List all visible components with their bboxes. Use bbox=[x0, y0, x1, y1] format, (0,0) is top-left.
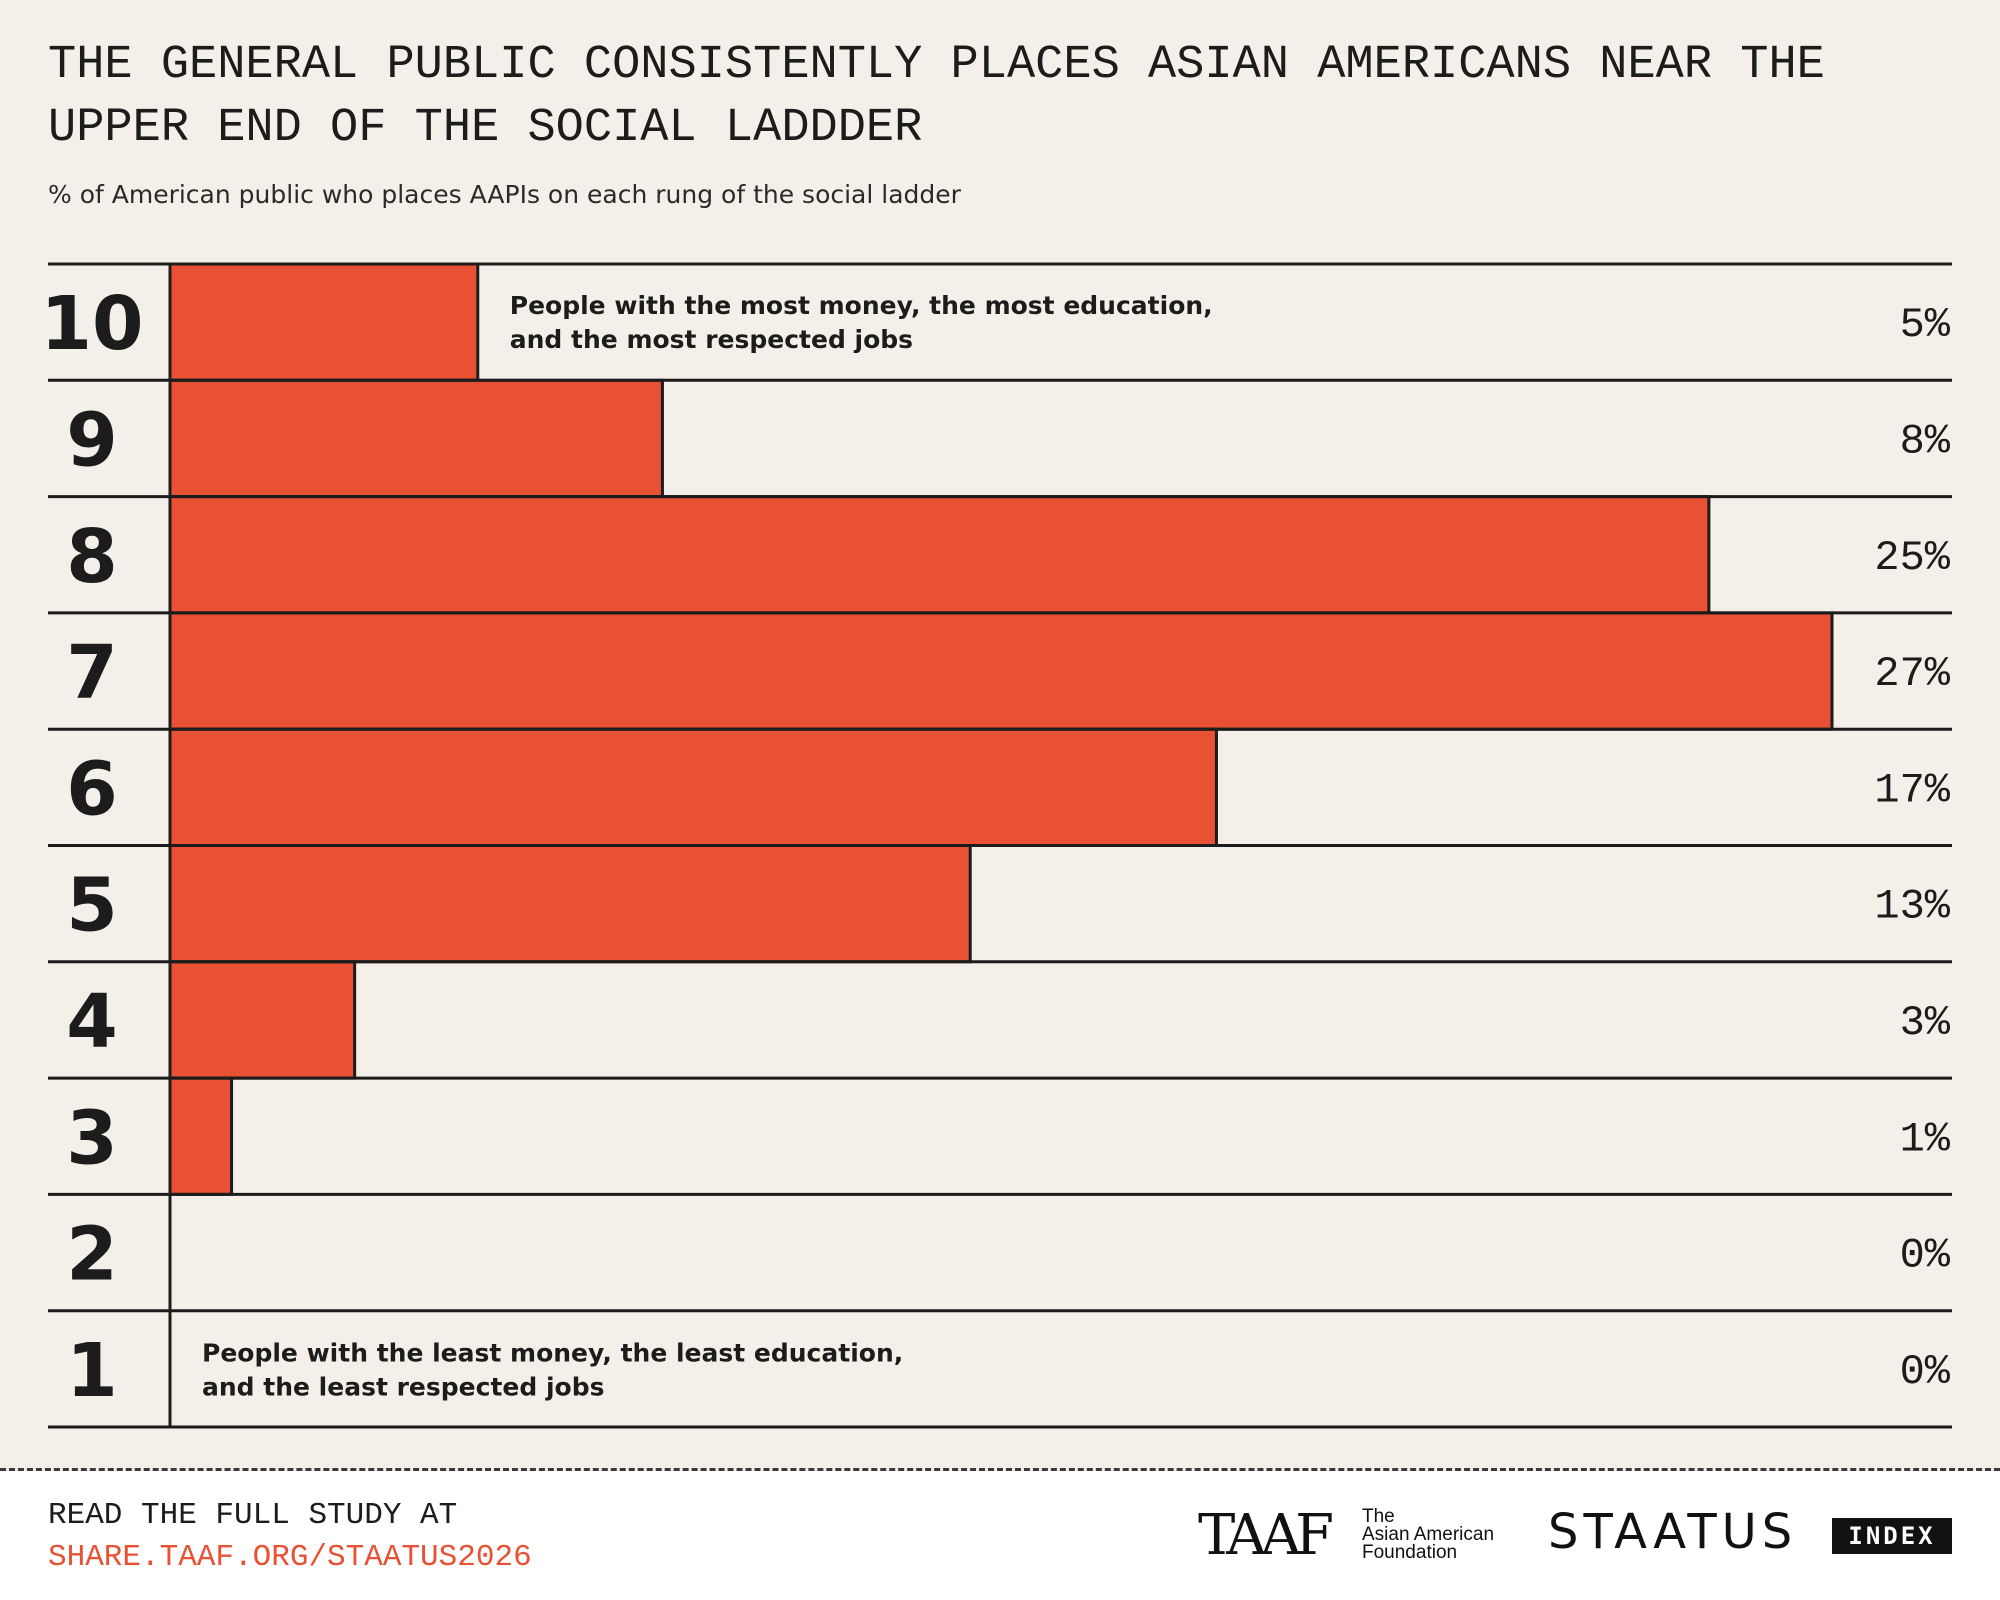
bottom-rung-annotation: and the least respected jobs bbox=[202, 1373, 604, 1402]
bar bbox=[168, 262, 480, 382]
taaf-name: The Asian American Foundation bbox=[1362, 1506, 1522, 1563]
footer-divider bbox=[0, 1468, 2000, 1471]
bar bbox=[168, 727, 1218, 848]
taaf-name-line3: Foundation bbox=[1362, 1542, 1458, 1563]
bar bbox=[168, 378, 664, 499]
ladder-bar-chart: 10 5% 9 8% 8 25% 7 27% 6 17% 5 13% 4 3% 3 1% 2 0% 1 0% Peopl… bbox=[41, 262, 1952, 1429]
value-label: 8% bbox=[1900, 417, 1951, 465]
rung-label: 4 bbox=[66, 979, 118, 1065]
bar bbox=[168, 611, 1834, 731]
bar bbox=[168, 960, 357, 1080]
value-label: 5% bbox=[1900, 301, 1951, 349]
chart-subtitle: % of American public who places AAPIs on… bbox=[48, 180, 961, 209]
value-label: 13% bbox=[1874, 883, 1950, 931]
rung-label: 3 bbox=[66, 1095, 118, 1181]
footer bbox=[0, 1471, 2000, 1600]
cta-text: READ THE FULL STUDY AT bbox=[48, 1498, 458, 1533]
value-label: 0% bbox=[1900, 1232, 1951, 1280]
bar bbox=[168, 1076, 234, 1196]
bottom-rung-annotation: People with the least money, the least e… bbox=[202, 1339, 903, 1368]
taaf-name-line1: The bbox=[1362, 1506, 1395, 1527]
top-rung-annotation: and the most respected jobs bbox=[510, 325, 913, 354]
value-label: 3% bbox=[1900, 999, 1951, 1047]
value-label: 1% bbox=[1900, 1115, 1951, 1163]
rung-label: 5 bbox=[66, 863, 118, 949]
rung-label: 8 bbox=[66, 514, 118, 600]
value-label: 25% bbox=[1874, 534, 1950, 582]
taaf-name-line2: Asian American bbox=[1362, 1524, 1495, 1545]
study-link[interactable]: SHARE.TAAF.ORG/STAATUS2026 bbox=[48, 1540, 532, 1575]
staatus-logo: STAATUS bbox=[1548, 1504, 1798, 1560]
value-label: 27% bbox=[1874, 650, 1950, 698]
rung-label: 1 bbox=[66, 1328, 118, 1414]
bar bbox=[168, 495, 1711, 615]
chart-title: THE GENERAL PUBLIC CONSISTENTLY PLACES A… bbox=[48, 39, 1825, 155]
top-rung-annotation: People with the most money, the most edu… bbox=[510, 291, 1213, 320]
bar bbox=[168, 844, 972, 964]
rung-label: 7 bbox=[66, 630, 118, 716]
index-badge: INDEX bbox=[1832, 1518, 1952, 1554]
value-label: 0% bbox=[1900, 1348, 1951, 1396]
rung-label: 2 bbox=[66, 1212, 118, 1298]
rung-label: 9 bbox=[66, 397, 118, 483]
rung-label: 10 bbox=[41, 281, 144, 367]
taaf-logo: TAAF bbox=[1198, 1503, 1334, 1568]
rung-label: 6 bbox=[66, 746, 118, 832]
value-label: 17% bbox=[1874, 766, 1950, 814]
